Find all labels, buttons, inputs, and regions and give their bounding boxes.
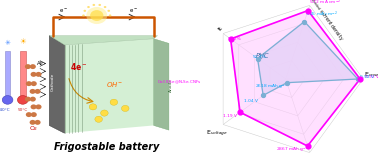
Circle shape — [29, 120, 36, 125]
Circle shape — [31, 104, 37, 109]
Circle shape — [2, 96, 13, 104]
Circle shape — [87, 6, 90, 8]
Circle shape — [25, 97, 31, 102]
Circle shape — [101, 110, 108, 116]
Text: It: It — [217, 25, 223, 32]
Circle shape — [82, 14, 85, 17]
Circle shape — [89, 104, 97, 110]
Text: Cathode: Cathode — [50, 73, 54, 91]
Point — [228, 38, 234, 40]
Text: ✳: ✳ — [5, 40, 11, 46]
Circle shape — [104, 6, 106, 8]
Polygon shape — [231, 11, 360, 146]
Circle shape — [25, 64, 31, 69]
Text: 52.4%: 52.4% — [253, 55, 266, 59]
Circle shape — [36, 104, 42, 109]
Circle shape — [86, 7, 107, 24]
Point — [284, 81, 290, 84]
Text: Anode: Anode — [169, 78, 173, 92]
Polygon shape — [50, 36, 65, 133]
Point — [305, 145, 311, 147]
Text: Frigostable battery: Frigostable battery — [54, 142, 159, 152]
Text: 5.65 mA cm$^{-2}$: 5.65 mA cm$^{-2}$ — [305, 10, 338, 19]
Point — [254, 57, 260, 60]
Text: 0.92 V: 0.92 V — [360, 75, 374, 79]
Point — [357, 78, 363, 80]
Text: 2618 mAh g$^{-1}$: 2618 mAh g$^{-1}$ — [255, 81, 288, 91]
Text: 4e$^-$: 4e$^-$ — [70, 61, 88, 72]
Circle shape — [17, 96, 28, 104]
Bar — [20, 51, 26, 98]
Polygon shape — [50, 36, 158, 45]
Circle shape — [31, 81, 37, 86]
Circle shape — [26, 112, 32, 117]
Circle shape — [31, 72, 37, 77]
Circle shape — [121, 105, 129, 112]
Text: e$^-$: e$^-$ — [129, 8, 138, 15]
Text: Co$_{0.85}$Se@N,Se-CNFs: Co$_{0.85}$Se@N,Se-CNFs — [156, 79, 201, 86]
Circle shape — [34, 120, 40, 125]
Polygon shape — [65, 39, 154, 133]
Text: O$_2$: O$_2$ — [29, 124, 38, 133]
Text: ☀: ☀ — [19, 37, 26, 46]
Text: 0.93 V: 0.93 V — [365, 75, 378, 79]
Circle shape — [109, 14, 112, 17]
Circle shape — [29, 89, 36, 94]
Text: 2867 mAh g$^{-1}$: 2867 mAh g$^{-1}$ — [276, 145, 309, 155]
Text: -40°C: -40°C — [0, 108, 11, 112]
Circle shape — [36, 72, 42, 77]
Text: E$_{onset}$: E$_{onset}$ — [364, 70, 378, 79]
Circle shape — [84, 10, 86, 12]
Text: 50°C: 50°C — [18, 108, 28, 112]
Point — [355, 78, 361, 80]
Bar — [5, 51, 11, 98]
Text: E$_{voltage}$: E$_{voltage}$ — [206, 129, 228, 139]
Circle shape — [34, 89, 40, 94]
Circle shape — [31, 112, 37, 117]
Text: OH$^-$: OH$^-$ — [106, 80, 124, 89]
Circle shape — [26, 81, 32, 86]
Text: f$_{limited}$ current density: f$_{limited}$ current density — [308, 0, 346, 42]
Point — [305, 9, 311, 12]
Text: Air: Air — [37, 61, 44, 66]
Circle shape — [98, 4, 101, 6]
Circle shape — [95, 116, 102, 122]
Point — [301, 20, 307, 23]
Circle shape — [93, 4, 95, 6]
Polygon shape — [257, 22, 358, 95]
Point — [260, 94, 266, 97]
Text: e$^-$: e$^-$ — [59, 8, 68, 15]
Circle shape — [30, 97, 36, 102]
Point — [237, 111, 243, 113]
Text: 5.72 mA cm$^{-2}$: 5.72 mA cm$^{-2}$ — [309, 0, 342, 7]
Text: 97.2%: 97.2% — [228, 37, 241, 41]
Text: 1.19 V: 1.19 V — [223, 115, 237, 118]
Circle shape — [30, 64, 36, 69]
Text: Pt/C: Pt/C — [256, 53, 269, 59]
Circle shape — [90, 10, 104, 21]
Circle shape — [110, 99, 118, 105]
Text: 1.04 V: 1.04 V — [244, 99, 258, 103]
Polygon shape — [154, 39, 169, 130]
Circle shape — [107, 10, 110, 12]
